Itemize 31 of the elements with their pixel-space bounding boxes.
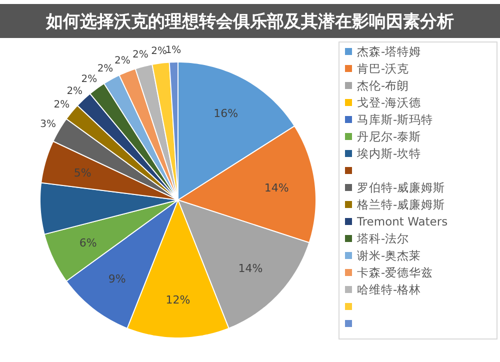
data-label: 2% <box>114 56 130 67</box>
legend-label: 杰伦-布朗 <box>357 78 410 92</box>
legend-label: 谢米-奥杰莱 <box>357 248 422 262</box>
data-label: 9% <box>108 272 126 286</box>
legend-label: 戈登-海沃德 <box>357 96 422 110</box>
legend-label: 哈维特-格林 <box>357 282 422 296</box>
data-label: 2% <box>66 86 83 97</box>
data-label: 6% <box>79 236 97 250</box>
legend-label: 肯巴-沃克 <box>357 62 410 76</box>
data-label: 5% <box>74 166 92 180</box>
data-label: 3% <box>40 119 56 130</box>
data-label: 2% <box>132 50 148 61</box>
legend-label: 塔科-法尔 <box>356 232 410 246</box>
data-label: 14% <box>238 262 263 276</box>
legend-label: 马库斯-斯玛特 <box>357 112 434 126</box>
legend-label: 丹尼尔-泰斯 <box>357 130 422 144</box>
data-label: 14% <box>264 182 289 195</box>
data-label: 12% <box>166 293 190 306</box>
legend-label: 埃内斯-坎特 <box>356 146 422 160</box>
data-label: 2% <box>54 100 70 111</box>
legend-label: Tremont Waters <box>356 214 448 228</box>
legend-label: 卡森-爱德华兹 <box>357 266 434 280</box>
legend-label: 杰森-塔特姆 <box>357 44 422 58</box>
data-label: 2% <box>97 64 114 75</box>
legend-label: 罗伯特-威廉姆斯 <box>357 180 446 194</box>
data-label: 2% <box>81 74 98 85</box>
chart-title: 如何选择沃克的理想转会俱乐部及其潜在影响因素分析 <box>45 12 454 32</box>
data-label: 16% <box>214 106 238 120</box>
data-label: 2% <box>151 46 168 58</box>
legend-label: 格兰特-威廉姆斯 <box>356 198 446 212</box>
data-label: 1% <box>165 45 182 56</box>
